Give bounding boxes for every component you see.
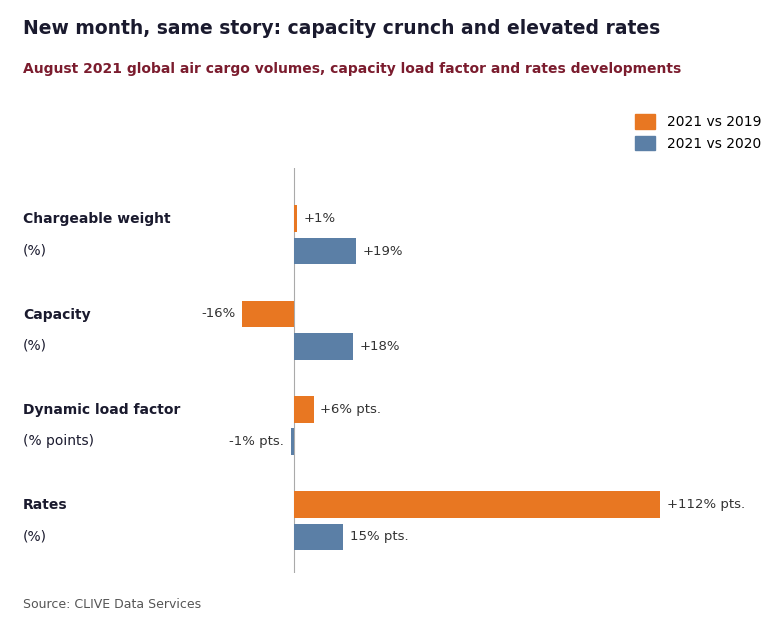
Bar xyxy=(294,238,356,264)
Text: Rates: Rates xyxy=(23,498,68,512)
Text: Chargeable weight: Chargeable weight xyxy=(23,212,170,226)
Text: Dynamic load factor: Dynamic load factor xyxy=(23,403,180,417)
Bar xyxy=(242,301,294,327)
Text: (% points): (% points) xyxy=(23,434,94,448)
Text: (%): (%) xyxy=(23,530,47,543)
Text: +19%: +19% xyxy=(362,245,403,257)
Bar xyxy=(291,429,294,455)
Text: (%): (%) xyxy=(23,339,47,353)
Text: +1%: +1% xyxy=(304,212,336,225)
Text: -16%: -16% xyxy=(201,308,235,320)
Bar xyxy=(294,523,343,550)
Text: 15% pts.: 15% pts. xyxy=(349,530,409,543)
Text: +18%: +18% xyxy=(359,340,400,353)
Text: (%): (%) xyxy=(23,244,47,257)
Bar xyxy=(294,396,314,422)
Text: Source: CLIVE Data Services: Source: CLIVE Data Services xyxy=(23,597,201,611)
Bar xyxy=(294,206,297,232)
Text: Capacity: Capacity xyxy=(23,308,91,321)
Text: New month, same story: capacity crunch and elevated rates: New month, same story: capacity crunch a… xyxy=(23,19,660,37)
Bar xyxy=(294,491,660,518)
Text: -1% pts.: -1% pts. xyxy=(230,435,284,448)
Text: +6% pts.: +6% pts. xyxy=(320,403,381,416)
Text: August 2021 global air cargo volumes, capacity load factor and rates development: August 2021 global air cargo volumes, ca… xyxy=(23,62,681,76)
Text: +112% pts.: +112% pts. xyxy=(667,498,745,511)
Bar xyxy=(294,333,353,359)
Legend: 2021 vs 2019, 2021 vs 2020: 2021 vs 2019, 2021 vs 2020 xyxy=(634,115,761,151)
